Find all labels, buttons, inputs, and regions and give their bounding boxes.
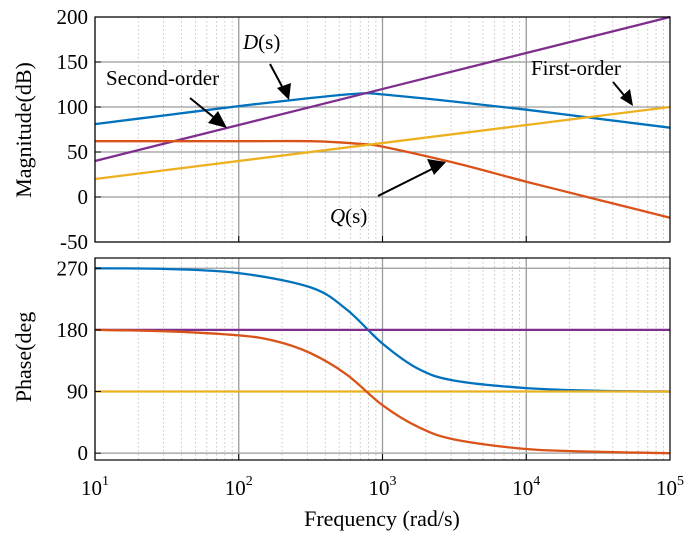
- first-order-arrow: [612, 81, 633, 106]
- x-tick-label: 101: [81, 474, 109, 500]
- phase-curves: [94, 267, 671, 455]
- x-tick-label: 102: [225, 474, 253, 500]
- phase-series-3: [94, 328, 671, 455]
- q-arrow: [377, 159, 446, 197]
- phase-ytick-label: 0: [78, 441, 89, 465]
- magnitude-ytick-label: 0: [78, 185, 89, 209]
- x-tick-label: 103: [369, 474, 397, 500]
- x-tick-label: 104: [512, 474, 540, 500]
- first-order-label: First-order: [531, 56, 621, 80]
- magnitude-ytick-label: -50: [60, 230, 88, 254]
- magnitude-ytick-label: 150: [57, 50, 89, 74]
- magnitude-ylabel: Magnitude(dB): [11, 62, 36, 198]
- magnitude-series-2: [95, 139, 671, 219]
- phase-ticks: 270 180 90 0 101 102 103 104 105: [57, 256, 685, 500]
- phase-frame: [94, 257, 671, 461]
- magnitude-ytick-label: 200: [57, 5, 89, 29]
- phase-panel: 270 180 90 0 101 102 103 104 105: [57, 256, 685, 500]
- d-label: D(s): [242, 30, 280, 54]
- second-order-arrow: [189, 97, 227, 128]
- magnitude-series-3: [94, 105, 671, 181]
- magnitude-panel: 200 150 100 50 0 -50: [57, 5, 671, 254]
- magnitude-ticks: 200 150 100 50 0 -50: [57, 5, 671, 254]
- x-axis-label: Frequency (rad/s): [304, 506, 460, 531]
- phase-ytick-label: 180: [57, 318, 89, 342]
- phase-grid: [94, 258, 670, 460]
- phase-ytick-label: 270: [57, 256, 89, 280]
- second-order-label: Second-order: [106, 66, 219, 90]
- magnitude-ytick-label: 100: [57, 95, 89, 119]
- annotations: Second-order D(s) First-order Q(s): [106, 30, 633, 228]
- phase-ytick-label: 90: [67, 380, 88, 404]
- q-label: Q(s): [330, 204, 367, 228]
- magnitude-grid: [94, 16, 670, 243]
- phase-ylabel: Phase(deg: [11, 312, 36, 402]
- d-arrow: [269, 63, 291, 100]
- phase-series-0: [94, 267, 671, 393]
- magnitude-series-1: [94, 15, 671, 163]
- magnitude-series-0: [94, 92, 671, 129]
- magnitude-curves: [94, 15, 671, 219]
- x-tick-label: 105: [656, 474, 684, 500]
- magnitude-frame: [94, 16, 671, 243]
- magnitude-ytick-label: 50: [67, 140, 88, 164]
